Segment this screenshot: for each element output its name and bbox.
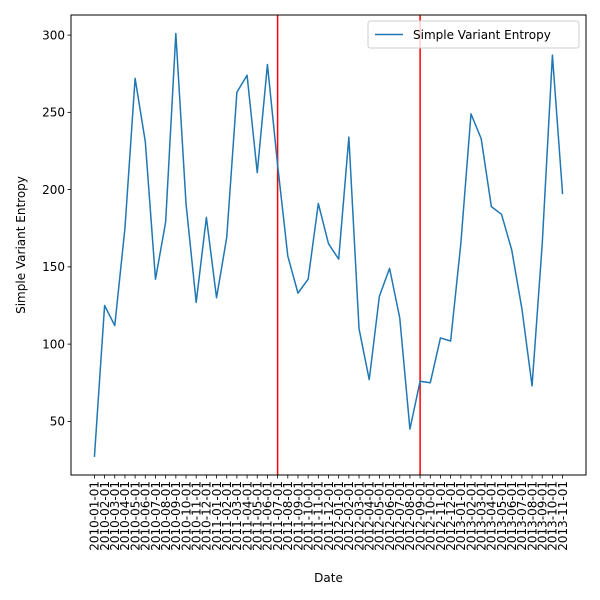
x-tick-label: 2011-11-01: [312, 481, 326, 551]
x-tick-label: 2010-05-01: [128, 481, 142, 551]
legend-label: Simple Variant Entropy: [413, 28, 551, 42]
x-tick-label: 2012-01-01: [332, 481, 346, 551]
x-tick-label: 2010-08-01: [159, 481, 173, 551]
x-tick-label: 2012-07-01: [393, 481, 407, 551]
x-tick-label: 2013-11-01: [556, 481, 570, 551]
y-tick-label: 200: [42, 183, 65, 197]
y-axis-ticks: 50 100 150 200 250 300: [42, 28, 71, 429]
x-tick-label: 2012-09-01: [413, 481, 427, 551]
x-tick-label: 2011-10-01: [301, 481, 315, 551]
x-tick-label: 2013-08-01: [525, 481, 539, 551]
x-tick-label: 2010-04-01: [118, 481, 132, 551]
x-tick-label: 2011-01-01: [210, 481, 224, 551]
legend-box: [367, 20, 580, 49]
x-tick-label: 2012-06-01: [383, 481, 397, 551]
x-tick-label: 2011-06-01: [261, 481, 275, 551]
x-tick-label: 2010-02-01: [98, 481, 112, 551]
x-tick-label: 2010-06-01: [139, 481, 153, 551]
y-axis-label: Simple Variant Entropy: [14, 176, 28, 314]
x-tick-label: 2010-09-01: [169, 481, 183, 551]
y-tick-label: 150: [42, 260, 65, 274]
x-tick-label: 2012-11-01: [434, 481, 448, 551]
x-tick-label: 2013-06-01: [505, 481, 519, 551]
x-tick-label: 2011-12-01: [322, 481, 336, 551]
x-tick-label: 2011-09-01: [291, 481, 305, 551]
x-tick-label: 2013-04-01: [485, 481, 499, 551]
x-tick-label: 2013-07-01: [515, 481, 529, 551]
x-tick-label: 2012-04-01: [363, 481, 377, 551]
x-tick-label: 2012-12-01: [444, 481, 458, 551]
x-tick-label: 2010-03-01: [108, 481, 122, 551]
x-tick-label: 2011-02-01: [220, 481, 234, 551]
x-tick-label: 2010-11-01: [189, 481, 203, 551]
x-tick-label: 2012-10-01: [424, 481, 438, 551]
x-tick-label: 2011-07-01: [271, 481, 285, 551]
x-tick-label: 2011-05-01: [251, 481, 265, 551]
legend: Simple Variant Entropy: [367, 20, 580, 49]
vertical-markers: [276, 15, 421, 475]
x-tick-label: 2011-03-01: [230, 481, 244, 551]
x-tick-label: 2012-02-01: [342, 481, 356, 551]
series-lines: [93, 32, 564, 457]
x-tick-label: 2013-02-01: [464, 481, 478, 551]
series-line: [93, 32, 564, 457]
x-tick-label: 2013-05-01: [495, 481, 509, 551]
x-tick-label: 2010-07-01: [149, 481, 163, 551]
x-tick-label: 2012-08-01: [403, 481, 417, 551]
x-axis-label: Date: [314, 571, 343, 585]
x-tick-label: 2012-05-01: [373, 481, 387, 551]
x-tick-label: 2010-10-01: [179, 481, 193, 551]
y-tick-label: 100: [42, 337, 65, 351]
x-tick-label: 2011-04-01: [240, 481, 254, 551]
x-tick-label: 2010-01-01: [88, 481, 102, 551]
x-tick-label: 2013-03-01: [474, 481, 488, 551]
y-tick-label: 50: [50, 415, 65, 429]
x-tick-label: 2010-12-01: [200, 481, 214, 551]
y-tick-label: 300: [42, 28, 65, 42]
y-tick-label: 250: [42, 106, 65, 120]
x-tick-label: 2013-01-01: [454, 481, 468, 551]
x-axis-ticks: 2010-01-012010-02-012010-03-012010-04-01…: [88, 475, 570, 551]
x-tick-label: 2012-03-01: [352, 481, 366, 551]
x-tick-label: 2013-09-01: [536, 481, 550, 551]
x-tick-label: 2013-10-01: [546, 481, 560, 551]
x-tick-label: 2011-08-01: [281, 481, 295, 551]
